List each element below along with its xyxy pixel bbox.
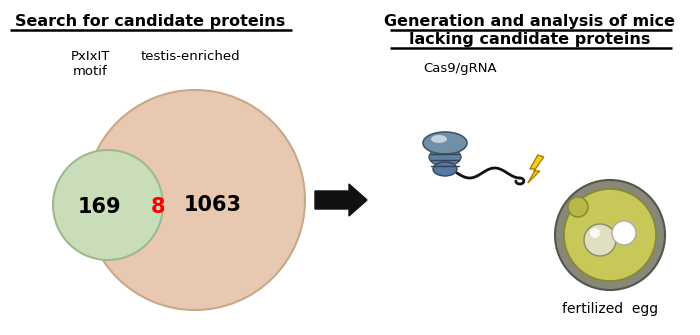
Circle shape bbox=[53, 150, 163, 260]
Ellipse shape bbox=[431, 135, 447, 143]
Circle shape bbox=[612, 221, 636, 245]
Text: 1063: 1063 bbox=[184, 195, 242, 215]
Ellipse shape bbox=[429, 148, 461, 166]
Ellipse shape bbox=[423, 132, 467, 154]
Text: Generation and analysis of mice: Generation and analysis of mice bbox=[384, 14, 676, 29]
Polygon shape bbox=[528, 155, 544, 183]
Circle shape bbox=[85, 90, 305, 310]
Text: fertilized  egg: fertilized egg bbox=[562, 302, 658, 316]
Text: 8: 8 bbox=[150, 197, 165, 217]
Text: 169: 169 bbox=[78, 197, 122, 217]
Text: Search for candidate proteins: Search for candidate proteins bbox=[15, 14, 285, 29]
Circle shape bbox=[568, 197, 588, 217]
Circle shape bbox=[590, 228, 600, 238]
Ellipse shape bbox=[433, 162, 457, 176]
Circle shape bbox=[564, 189, 656, 281]
Circle shape bbox=[555, 180, 665, 290]
Text: Cas9/gRNA: Cas9/gRNA bbox=[424, 62, 497, 75]
Text: lacking candidate proteins: lacking candidate proteins bbox=[410, 32, 651, 47]
Text: PxIxIT
motif: PxIxIT motif bbox=[70, 50, 110, 78]
FancyArrow shape bbox=[315, 184, 367, 216]
Circle shape bbox=[584, 224, 616, 256]
Text: testis-enriched: testis-enriched bbox=[140, 50, 240, 63]
